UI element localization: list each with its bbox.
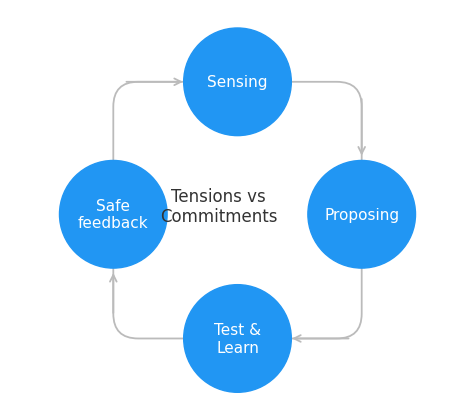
Text: Safe
feedback: Safe feedback (78, 199, 149, 231)
Circle shape (184, 29, 291, 136)
Circle shape (59, 161, 167, 268)
Text: Sensing: Sensing (207, 75, 268, 90)
Text: Test &
Learn: Test & Learn (214, 323, 261, 355)
Circle shape (184, 285, 291, 392)
Circle shape (308, 161, 416, 268)
Text: Tensions vs
Commitments: Tensions vs Commitments (160, 187, 277, 226)
Text: Proposing: Proposing (324, 207, 399, 222)
